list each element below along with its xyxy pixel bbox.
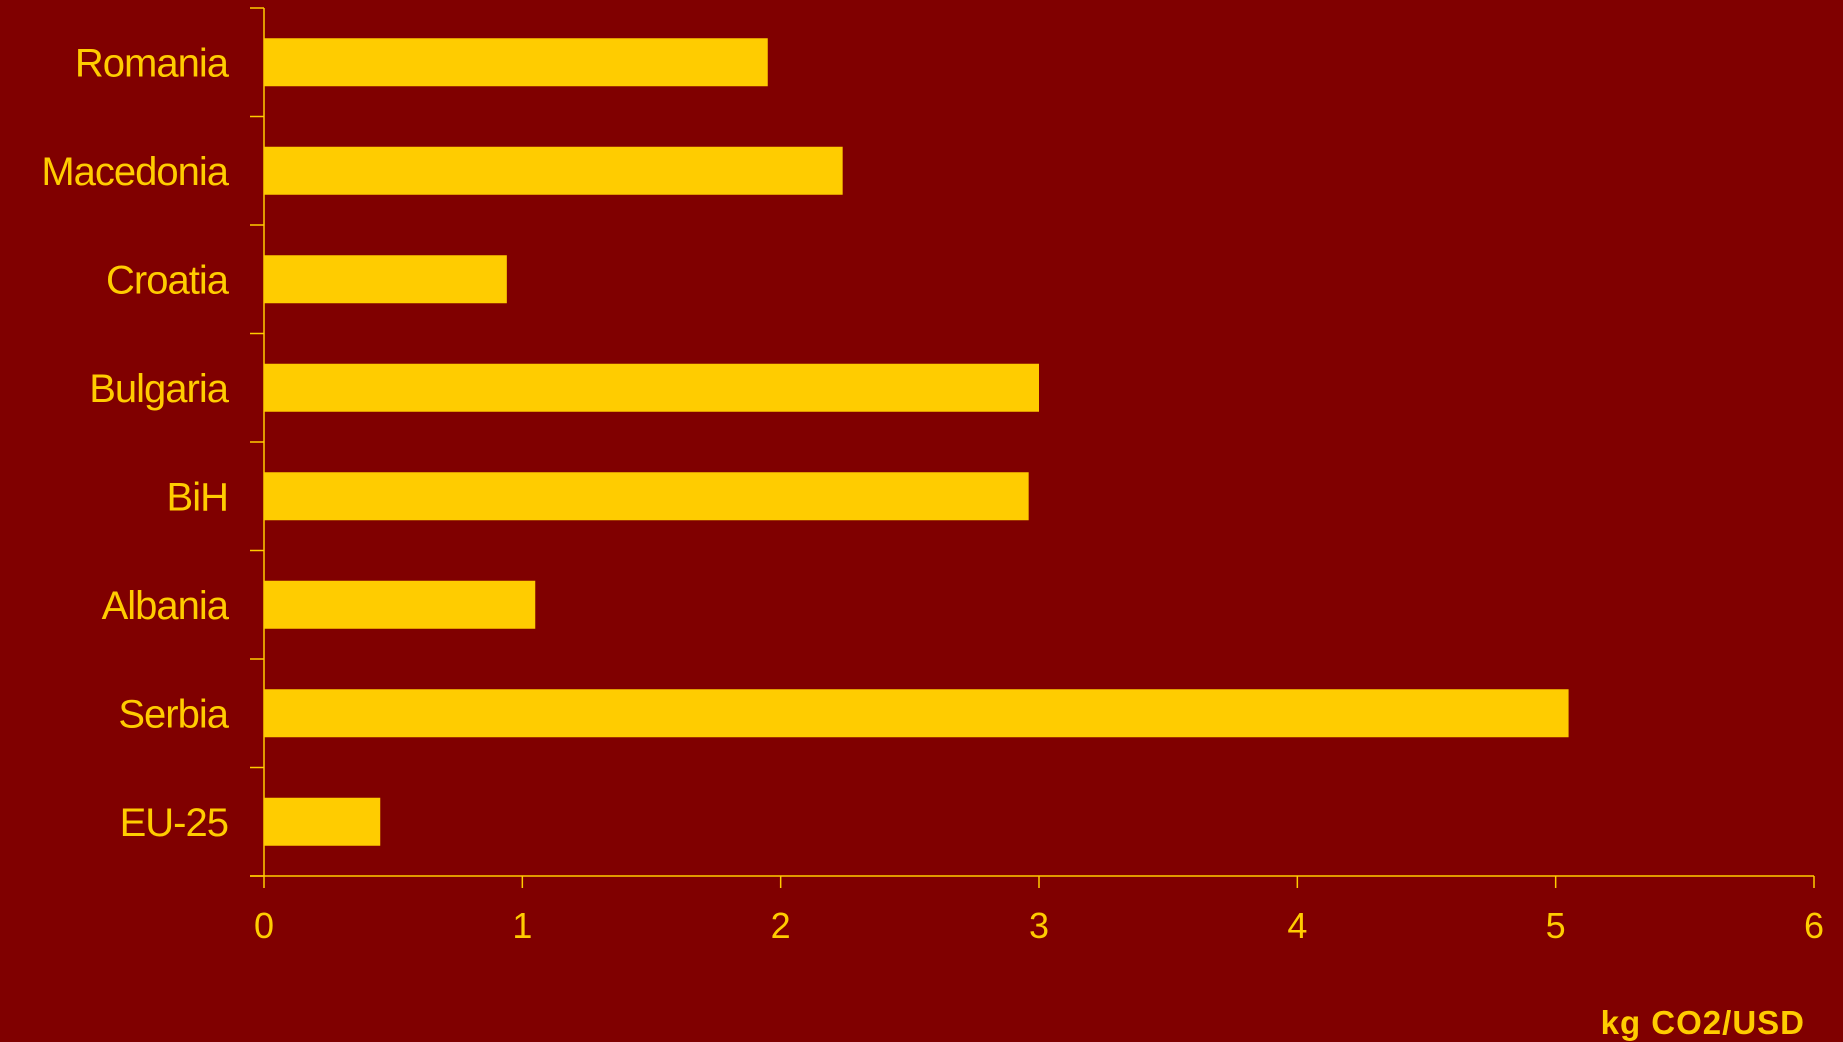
x-tick-label: 1 bbox=[512, 905, 532, 946]
bar-croatia bbox=[264, 255, 507, 304]
x-tick-label: 6 bbox=[1804, 905, 1824, 946]
bar-bulgaria bbox=[264, 363, 1039, 412]
x-axis-title: kg CO2/USD bbox=[1601, 1004, 1805, 1041]
x-tick-label: 2 bbox=[771, 905, 791, 946]
bar-serbia bbox=[264, 689, 1569, 738]
category-label-bulgaria: Bulgaria bbox=[89, 367, 230, 411]
bar-eu-25 bbox=[264, 797, 381, 846]
x-tick-label: 3 bbox=[1029, 905, 1049, 946]
category-label-serbia: Serbia bbox=[118, 692, 229, 736]
category-label-romania: Romania bbox=[75, 41, 230, 85]
bars-layer bbox=[264, 38, 1569, 846]
bar-bih bbox=[264, 472, 1029, 521]
x-tick-label: 4 bbox=[1287, 905, 1307, 946]
category-label-macedonia: Macedonia bbox=[41, 150, 229, 194]
axes-layer bbox=[250, 7, 1815, 888]
x-tick-label: 0 bbox=[254, 905, 274, 946]
category-label-bih: BiH bbox=[167, 475, 228, 519]
category-label-eu-25: EU-25 bbox=[120, 801, 228, 845]
labels-layer: Romania Macedonia Croatia Bulgaria BiH Albani… bbox=[41, 41, 1824, 946]
bar-macedonia bbox=[264, 146, 843, 195]
category-label-albania: Albania bbox=[102, 584, 230, 628]
category-label-croatia: Croatia bbox=[106, 258, 230, 302]
x-tick-label: 5 bbox=[1546, 905, 1566, 946]
bar-romania bbox=[264, 38, 768, 87]
bar-albania bbox=[264, 580, 536, 629]
